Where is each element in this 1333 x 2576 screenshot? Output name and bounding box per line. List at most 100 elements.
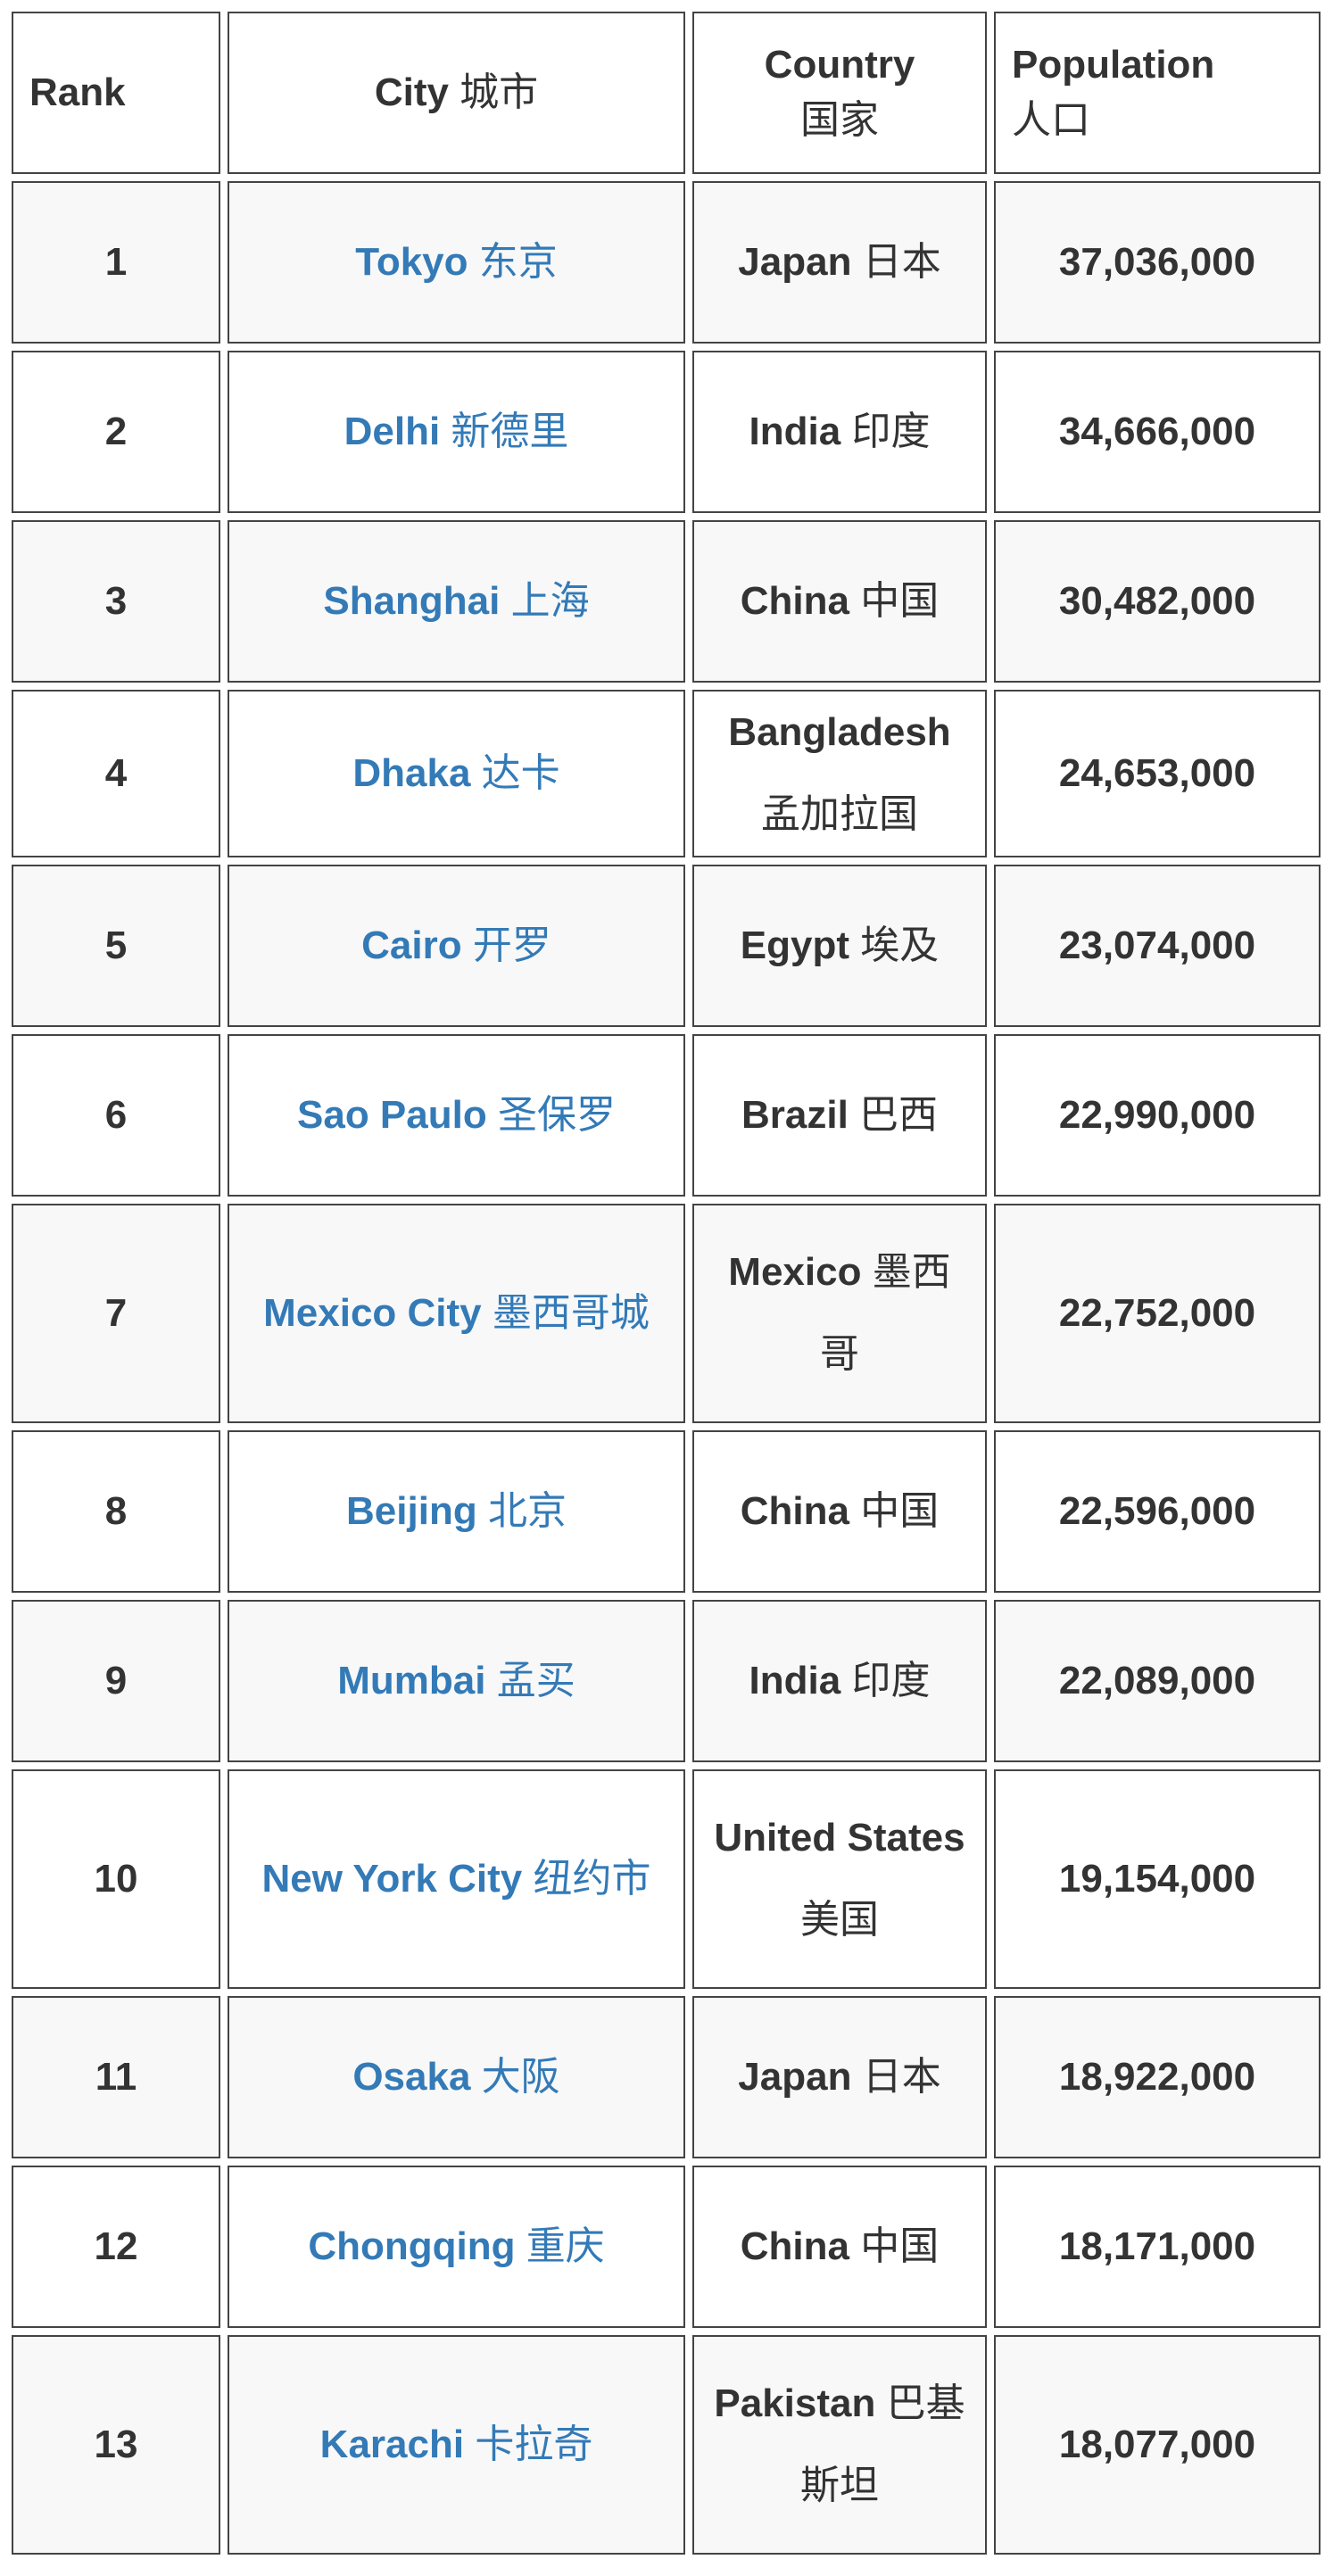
- city-zh: 开罗: [472, 924, 551, 967]
- population-cell: 18,922,000: [994, 1996, 1321, 2158]
- city-en: Mumbai: [337, 1659, 486, 1702]
- rank-cell: 10: [12, 1769, 220, 1989]
- population-cell: 23,074,000: [994, 865, 1321, 1027]
- population-cell: 30,482,000: [994, 520, 1321, 683]
- table-row: 6 Sao Paulo 圣保罗 Brazil 巴西 22,990,000: [12, 1034, 1321, 1197]
- table-row: 11 Osaka 大阪 Japan 日本 18,922,000: [12, 1996, 1321, 2158]
- city-en: Sao Paulo: [297, 1093, 487, 1137]
- rank: 4: [104, 751, 128, 795]
- country-zh: 中国: [860, 579, 940, 623]
- rank-cell: 2: [12, 351, 220, 513]
- header-zh: 国家: [800, 98, 879, 142]
- table-row: 2 Delhi 新德里 India 印度 34,666,000: [12, 351, 1321, 513]
- table-row: 3 Shanghai 上海 China 中国 30,482,000: [12, 520, 1321, 683]
- rank-cell: 5: [12, 865, 220, 1027]
- country-cell: China 中国: [692, 520, 987, 683]
- city-cell: Sao Paulo 圣保罗: [228, 1034, 685, 1197]
- country-en: Brazil: [741, 1093, 849, 1137]
- city-en: Mexico City: [263, 1291, 482, 1335]
- city-cell: Dhaka 达卡: [228, 690, 685, 857]
- country-zh: 印度: [851, 1659, 931, 1702]
- country-zh: 巴基斯坦: [800, 2381, 965, 2507]
- city-en: Osaka: [352, 2055, 471, 2099]
- city-zh: 卡拉奇: [475, 2423, 593, 2466]
- population: 24,653,000: [1058, 751, 1256, 795]
- rank: 7: [104, 1291, 128, 1335]
- rank: 9: [104, 1659, 128, 1702]
- city-zh: 达卡: [481, 751, 560, 795]
- city-cell: Chongqing 重庆: [228, 2166, 685, 2328]
- table-row: 9 Mumbai 孟买 India 印度 22,089,000: [12, 1600, 1321, 1762]
- country-zh: 美国: [800, 1898, 879, 1942]
- city-cell: Beijing 北京: [228, 1430, 685, 1593]
- rank: 13: [94, 2423, 138, 2466]
- city-en: Chongqing: [308, 2224, 516, 2268]
- rank: 8: [104, 1489, 128, 1533]
- city-en: Karachi: [319, 2423, 465, 2466]
- country-zh: 中国: [860, 1489, 940, 1533]
- city-en: Beijing: [346, 1489, 477, 1533]
- city-en: Shanghai: [323, 579, 501, 623]
- city-cell: Karachi 卡拉奇: [228, 2335, 685, 2555]
- country-en: Pakistan: [714, 2381, 876, 2425]
- population: 22,596,000: [1058, 1489, 1256, 1533]
- header-row: Rank City 城市 Country 国家 Population 人口: [12, 12, 1321, 174]
- country-en: United States: [714, 1816, 965, 1860]
- city-en: Tokyo: [355, 240, 468, 284]
- country-zh: 日本: [862, 2055, 941, 2099]
- country-cell: India 印度: [692, 351, 987, 513]
- table-row: 7 Mexico City 墨西哥城 Mexico 墨西哥 22,752,000: [12, 1204, 1321, 1423]
- city-cell: New York City 纽约市: [228, 1769, 685, 1989]
- population: 18,922,000: [1058, 2055, 1256, 2099]
- header-cell: Population 人口: [994, 12, 1321, 174]
- population-cell: 24,653,000: [994, 690, 1321, 857]
- city-table: Rank City 城市 Country 国家 Population 人口 1 Tokyo …: [4, 4, 1328, 2562]
- city-en: Dhaka: [352, 751, 471, 795]
- city-zh: 墨西哥城: [492, 1291, 650, 1335]
- rank-cell: 12: [12, 2166, 220, 2328]
- city-zh: 东京: [478, 240, 558, 284]
- city-zh: 大阪: [481, 2055, 560, 2099]
- rank: 6: [104, 1093, 128, 1137]
- rank-cell: 1: [12, 181, 220, 344]
- population-cell: 22,990,000: [994, 1034, 1321, 1197]
- city-zh: 孟买: [496, 1659, 575, 1702]
- city-en: New York City: [261, 1857, 523, 1901]
- country-zh: 中国: [860, 2224, 940, 2268]
- header-en: City: [374, 70, 449, 114]
- city-cell: Shanghai 上海: [228, 520, 685, 683]
- population-cell: 22,596,000: [994, 1430, 1321, 1593]
- population: 22,089,000: [1058, 1659, 1256, 1702]
- population: 34,666,000: [1058, 410, 1256, 453]
- country-cell: Japan 日本: [692, 1996, 987, 2158]
- population: 23,074,000: [1058, 924, 1256, 967]
- rank-cell: 6: [12, 1034, 220, 1197]
- population: 18,171,000: [1058, 2224, 1256, 2268]
- country-en: Egypt: [740, 924, 849, 967]
- table-row: 1 Tokyo 东京 Japan 日本 37,036,000: [12, 181, 1321, 344]
- population: 30,482,000: [1058, 579, 1256, 623]
- header-en: Rank: [29, 70, 126, 114]
- country-en: Bangladesh: [728, 710, 951, 754]
- country-cell: Egypt 埃及: [692, 865, 987, 1027]
- rank-cell: 11: [12, 1996, 220, 2158]
- population-cell: 22,752,000: [994, 1204, 1321, 1423]
- country-en: China: [740, 2224, 849, 2268]
- table-row: 5 Cairo 开罗 Egypt 埃及 23,074,000: [12, 865, 1321, 1027]
- country-zh: 墨西哥: [820, 1250, 951, 1376]
- rank-cell: 3: [12, 520, 220, 683]
- header-zh: 城市: [460, 70, 539, 114]
- table-row: 10 New York City 纽约市 United States 美国 19,15…: [12, 1769, 1321, 1989]
- country-cell: China 中国: [692, 1430, 987, 1593]
- country-zh: 日本: [862, 240, 941, 284]
- country-zh: 印度: [851, 410, 931, 453]
- city-zh: 重庆: [526, 2224, 605, 2268]
- country-en: Mexico: [728, 1250, 862, 1294]
- country-cell: Pakistan 巴基斯坦: [692, 2335, 987, 2555]
- population-cell: 34,666,000: [994, 351, 1321, 513]
- city-cell: Mexico City 墨西哥城: [228, 1204, 685, 1423]
- population-cell: 18,171,000: [994, 2166, 1321, 2328]
- city-zh: 纽约市: [533, 1857, 651, 1901]
- header-cell: Rank: [12, 12, 220, 174]
- country-zh: 埃及: [860, 924, 940, 967]
